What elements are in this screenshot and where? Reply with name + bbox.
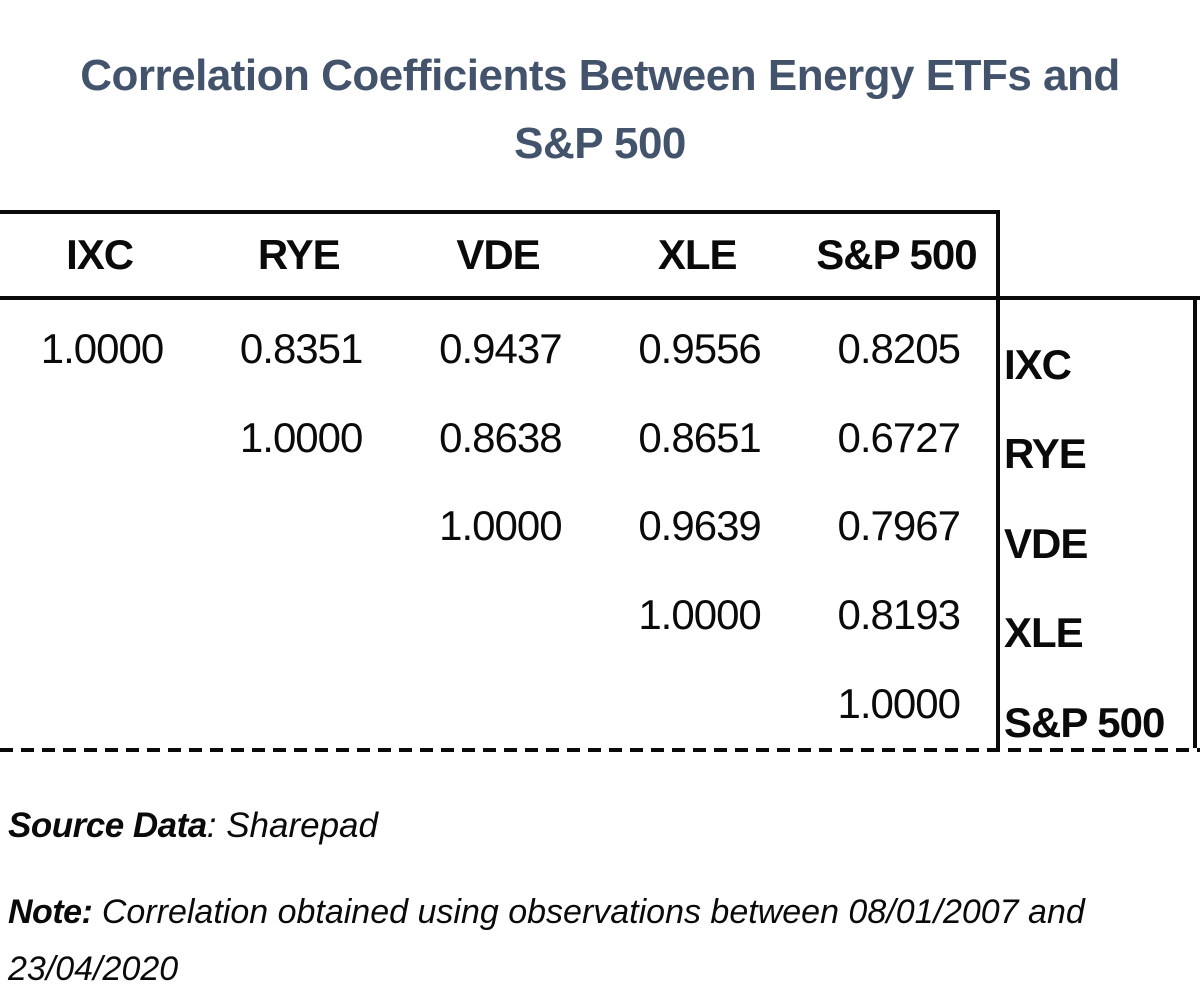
- column-header-rye: RYE: [257, 231, 341, 278]
- source-value: : Sharepad: [206, 806, 378, 845]
- column-header-sp500: S&P 500: [816, 231, 977, 278]
- table-bottom-dashed-line: [0, 748, 1200, 752]
- header-divider-line: [0, 296, 1200, 300]
- correlation-cell: 0.9437: [439, 325, 562, 373]
- note-label: Note:: [8, 893, 93, 931]
- correlation-cell: [0, 394, 199, 483]
- correlation-cell: 0.8651: [638, 413, 761, 461]
- correlation-cell: [0, 571, 199, 660]
- row-label-ixc: IXC: [1004, 340, 1072, 388]
- row-labels-column: IXC RYE VDE XLE S&P 500: [1000, 300, 1197, 748]
- title-line-2: S&P 500: [514, 119, 686, 168]
- correlation-cell: 1.0000: [40, 325, 164, 373]
- column-header-xle: XLE: [657, 231, 738, 278]
- row-label-vde: VDE: [1004, 519, 1088, 567]
- source-line: Source Data: Sharepad: [8, 806, 378, 846]
- correlation-cell: [0, 482, 199, 571]
- correlation-cell: 0.9639: [638, 502, 761, 550]
- row-label-xle: XLE: [1004, 609, 1084, 657]
- correlation-matrix: 1.0000 0.8351 0.9437 0.9556 0.8205 1.000…: [0, 300, 1000, 748]
- note-line: Note: Correlation obtained using observa…: [8, 884, 1188, 997]
- correlation-cell: 1.0000: [239, 413, 363, 461]
- correlation-cell: 0.6727: [837, 413, 961, 461]
- row-label-sp500: S&P 500: [1004, 698, 1165, 746]
- correlation-cell: [398, 659, 597, 748]
- title-line-1: Correlation Coefficients Between Energy …: [80, 51, 1120, 100]
- row-label-rye: RYE: [1004, 430, 1087, 478]
- table-header-row: IXC RYE VDE XLE S&P 500: [0, 210, 1000, 296]
- correlation-cell: 1.0000: [837, 679, 961, 727]
- correlation-cell: 0.8638: [439, 413, 562, 461]
- correlation-cell: [199, 659, 398, 748]
- source-label: Source Data: [8, 806, 207, 845]
- correlation-cell: 1.0000: [638, 591, 761, 639]
- correlation-cell: 0.8193: [837, 591, 961, 639]
- correlation-cell: [199, 571, 398, 660]
- note-text: Correlation obtained using observations …: [8, 893, 1085, 988]
- correlation-cell: [598, 659, 797, 748]
- correlation-cell: 0.8205: [837, 325, 961, 373]
- correlation-cell: 0.7967: [837, 502, 961, 550]
- correlation-cell: 0.8351: [239, 325, 363, 373]
- column-header-ixc: IXC: [66, 231, 134, 278]
- correlation-cell: 0.9556: [638, 325, 761, 373]
- correlation-cell: [0, 659, 199, 748]
- correlation-cell: 1.0000: [439, 502, 562, 550]
- column-header-vde: VDE: [456, 231, 540, 278]
- figure-title: Correlation Coefficients Between Energy …: [0, 42, 1200, 178]
- correlation-cell: [199, 482, 398, 571]
- correlation-cell: [398, 571, 597, 660]
